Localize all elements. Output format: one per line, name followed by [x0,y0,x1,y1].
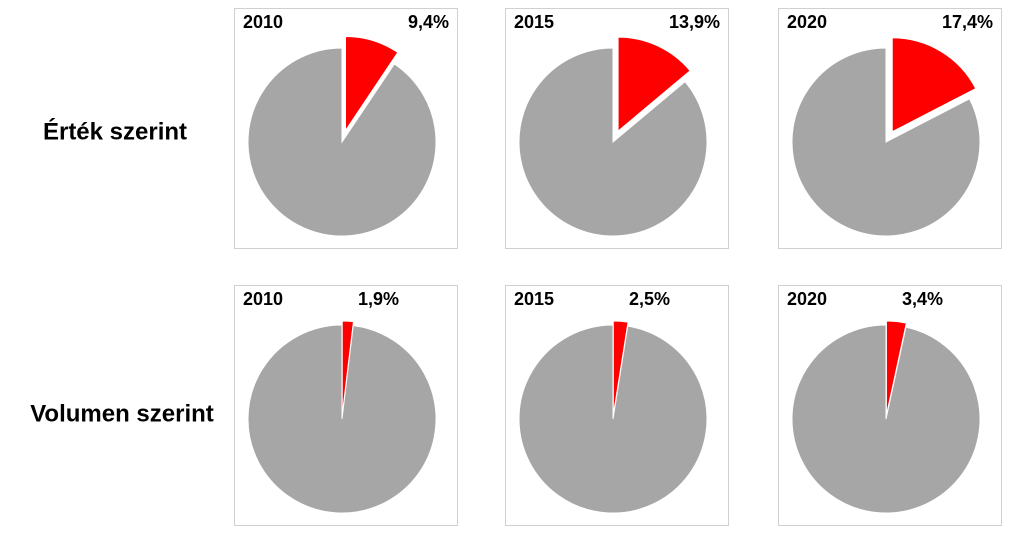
pie-slice [891,37,977,133]
pie-slice [247,324,437,514]
value-label: 3,4% [902,289,943,309]
chart-title: 2020 [787,12,827,32]
pie-slice [885,320,907,416]
pie-slice [247,47,437,237]
pie-slice [617,36,691,133]
pie-slice [791,47,981,237]
row-label: Érték szerint [43,117,187,145]
pie-slice [518,47,708,237]
pie-slice [791,324,981,514]
value-label: 13,9% [669,12,720,32]
value-label: 2,5% [629,289,670,309]
chart-title: 2020 [787,289,827,309]
pie-slice [344,36,399,133]
value-label: 1,9% [358,289,399,309]
chart-title: 2010 [243,12,283,32]
value-label: 17,4% [942,12,993,32]
value-label: 9,4% [408,12,449,32]
chart-title: 2010 [243,289,283,309]
chart-title: 2015 [514,12,554,32]
chart-title: 2015 [514,289,554,309]
pie-slice [518,324,708,514]
row-label: Volumen szerint [30,400,214,427]
